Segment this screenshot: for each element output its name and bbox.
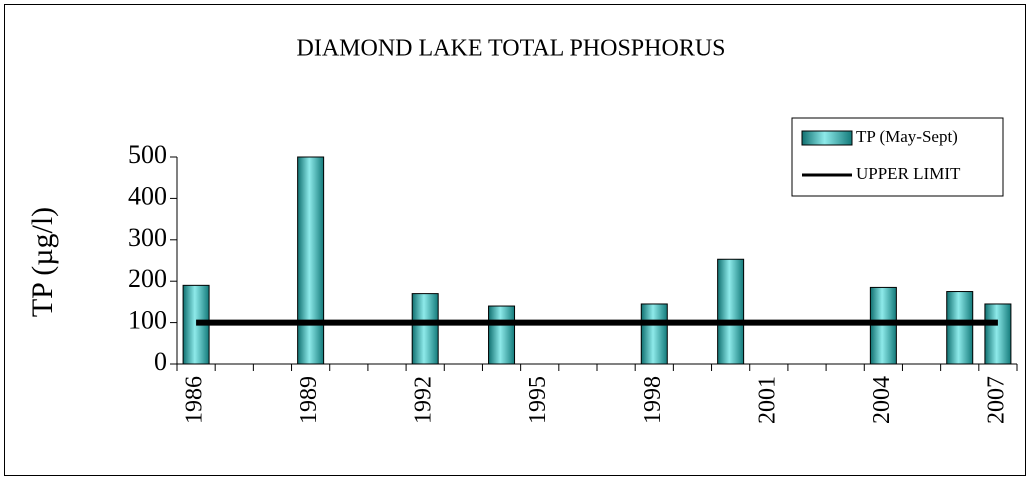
y-tick-label: 500 <box>128 140 167 169</box>
x-tick-label: 1995 <box>525 376 551 424</box>
bar <box>984 303 1012 365</box>
bar <box>411 293 439 365</box>
x-tick-label: 2007 <box>983 376 1009 424</box>
x-tick-label: 1989 <box>296 376 322 424</box>
bar <box>946 291 974 365</box>
chart-title: DIAMOND LAKE TOTAL PHOSPHORUS <box>297 36 726 62</box>
x-tick-label: 1986 <box>182 376 208 424</box>
x-tick-label: 1992 <box>411 376 437 424</box>
legend-swatch <box>801 130 853 146</box>
bar <box>869 286 897 365</box>
x-tick-label: 2004 <box>869 376 895 424</box>
y-tick-label: 400 <box>128 181 167 210</box>
legend-label: TP (May-Sept) <box>856 127 958 146</box>
bar <box>297 156 325 365</box>
bar <box>717 258 745 365</box>
y-tick-label: 300 <box>128 223 167 252</box>
y-tick-label: 200 <box>128 264 167 293</box>
y-axis-label: TP (µg/l) <box>26 207 59 317</box>
x-tick-label: 1998 <box>640 376 666 424</box>
bar <box>640 303 668 365</box>
legend-label: UPPER LIMIT <box>856 164 961 183</box>
bar <box>488 305 516 365</box>
y-tick-label: 0 <box>154 347 167 376</box>
y-tick-label: 100 <box>128 306 167 335</box>
x-tick-label: 2001 <box>754 376 780 424</box>
